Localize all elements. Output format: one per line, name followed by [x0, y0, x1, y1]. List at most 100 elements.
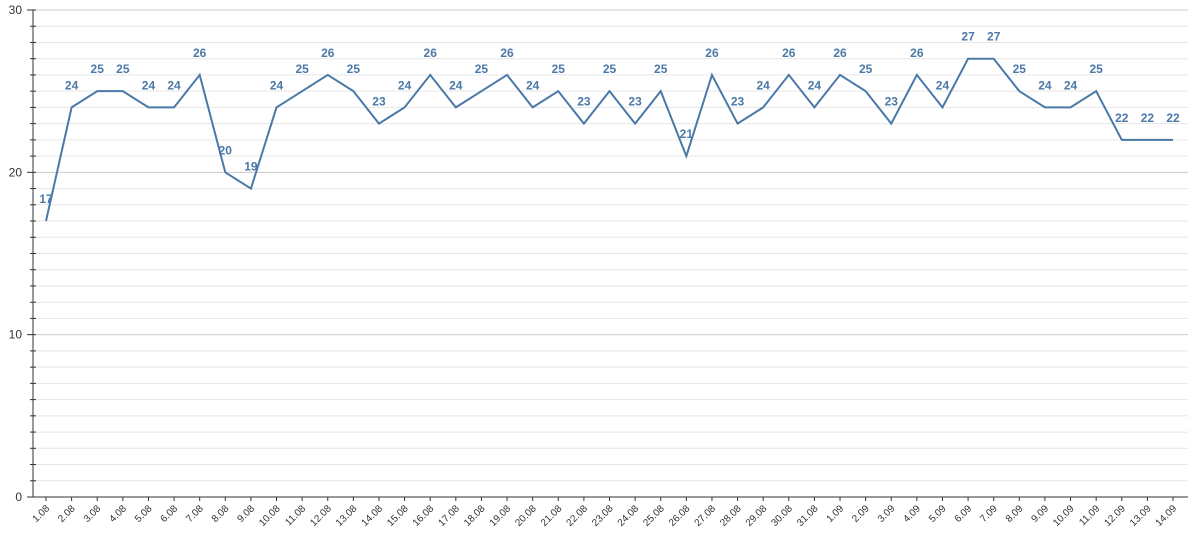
data-point[interactable] — [504, 72, 510, 78]
x-tick-label: 17.08 — [436, 503, 462, 529]
data-point[interactable] — [991, 56, 997, 62]
x-tick-label: 6.09 — [953, 503, 975, 525]
data-label: 24 — [270, 78, 284, 92]
data-point[interactable] — [581, 121, 587, 127]
data-label: 27 — [987, 30, 1001, 44]
data-point[interactable] — [632, 121, 638, 127]
data-point[interactable] — [1119, 137, 1125, 143]
data-label: 26 — [833, 46, 847, 60]
data-point[interactable] — [811, 104, 817, 110]
data-point[interactable] — [478, 88, 484, 94]
x-tick-label: 10.09 — [1051, 503, 1077, 529]
data-label: 26 — [782, 46, 796, 60]
series-layer — [43, 56, 1176, 224]
x-tick-label: 29.08 — [744, 503, 770, 529]
y-tick-label: 10 — [9, 328, 23, 342]
data-label: 25 — [116, 62, 130, 76]
x-tick-label: 31.08 — [795, 503, 821, 529]
data-point[interactable] — [1144, 137, 1150, 143]
data-point[interactable] — [837, 72, 843, 78]
x-tick-label: 10.08 — [257, 503, 283, 529]
x-tick-label: 9.09 — [1030, 503, 1052, 525]
data-point[interactable] — [914, 72, 920, 78]
grid-layer — [33, 9, 1188, 498]
data-label: 25 — [603, 62, 617, 76]
y-tick-label: 30 — [9, 3, 23, 17]
data-label: 21 — [680, 127, 694, 141]
data-label: 23 — [628, 95, 642, 109]
data-label: 24 — [1038, 78, 1052, 92]
x-tick-label: 6.08 — [159, 503, 181, 525]
data-point[interactable] — [888, 121, 894, 127]
data-point[interactable] — [376, 121, 382, 127]
data-label: 25 — [1013, 62, 1027, 76]
data-point[interactable] — [453, 104, 459, 110]
data-label: 24 — [808, 78, 822, 92]
data-point[interactable] — [555, 88, 561, 94]
x-tick-label: 13.09 — [1128, 503, 1154, 529]
x-tick-label: 13.08 — [334, 503, 360, 529]
data-point[interactable] — [43, 218, 49, 224]
data-point[interactable] — [1093, 88, 1099, 94]
data-point[interactable] — [325, 72, 331, 78]
data-point[interactable] — [197, 72, 203, 78]
data-label: 25 — [347, 62, 361, 76]
data-point[interactable] — [530, 104, 536, 110]
x-tick-label: 1.09 — [825, 503, 847, 525]
data-point[interactable] — [735, 121, 741, 127]
data-point[interactable] — [1016, 88, 1022, 94]
x-tick-label: 4.08 — [107, 503, 129, 525]
data-point[interactable] — [274, 104, 280, 110]
data-label: 24 — [142, 78, 156, 92]
data-point[interactable] — [760, 104, 766, 110]
data-point[interactable] — [1068, 104, 1074, 110]
x-tick-label: 22.08 — [565, 503, 591, 529]
x-tick-label: 12.08 — [308, 503, 334, 529]
data-label: 25 — [654, 62, 668, 76]
data-point[interactable] — [709, 72, 715, 78]
data-point[interactable] — [248, 186, 254, 192]
x-tick-label: 27.08 — [693, 503, 719, 529]
data-point[interactable] — [939, 104, 945, 110]
data-label: 27 — [961, 30, 975, 44]
data-point[interactable] — [1170, 137, 1176, 143]
x-tick-label: 5.09 — [927, 503, 949, 525]
x-tick-label: 2.09 — [850, 503, 872, 525]
data-label: 23 — [731, 95, 745, 109]
data-point[interactable] — [607, 88, 613, 94]
data-point[interactable] — [171, 104, 177, 110]
data-label: 25 — [475, 62, 489, 76]
data-point[interactable] — [863, 88, 869, 94]
data-point[interactable] — [120, 88, 126, 94]
data-point[interactable] — [402, 104, 408, 110]
x-tick-label: 23.08 — [590, 503, 616, 529]
data-label: 19 — [244, 160, 258, 174]
data-point[interactable] — [94, 88, 100, 94]
data-label: 26 — [193, 46, 207, 60]
x-tick-label: 14.09 — [1154, 503, 1180, 529]
x-tick-label: 3.08 — [82, 503, 104, 525]
data-point[interactable] — [786, 72, 792, 78]
series-line — [45, 57, 1173, 222]
data-point[interactable] — [299, 88, 305, 94]
data-point[interactable] — [965, 56, 971, 62]
x-tick-label: 11.09 — [1077, 503, 1102, 528]
x-tick-label: 4.09 — [901, 503, 923, 525]
data-point[interactable] — [222, 169, 228, 175]
data-point[interactable] — [427, 72, 433, 78]
x-tick-label: 28.08 — [718, 503, 744, 529]
data-label: 24 — [449, 78, 463, 92]
data-point[interactable] — [350, 88, 356, 94]
y-tick-label: 20 — [9, 165, 23, 179]
x-tick-label: 21.08 — [539, 503, 565, 529]
x-tick-label: 2.08 — [56, 503, 78, 525]
data-point[interactable] — [1042, 104, 1048, 110]
data-point[interactable] — [658, 88, 664, 94]
data-point[interactable] — [145, 104, 151, 110]
data-label: 25 — [552, 62, 566, 76]
data-point[interactable] — [69, 104, 75, 110]
data-label: 23 — [372, 95, 386, 109]
data-label: 26 — [705, 46, 719, 60]
data-point[interactable] — [683, 153, 689, 159]
